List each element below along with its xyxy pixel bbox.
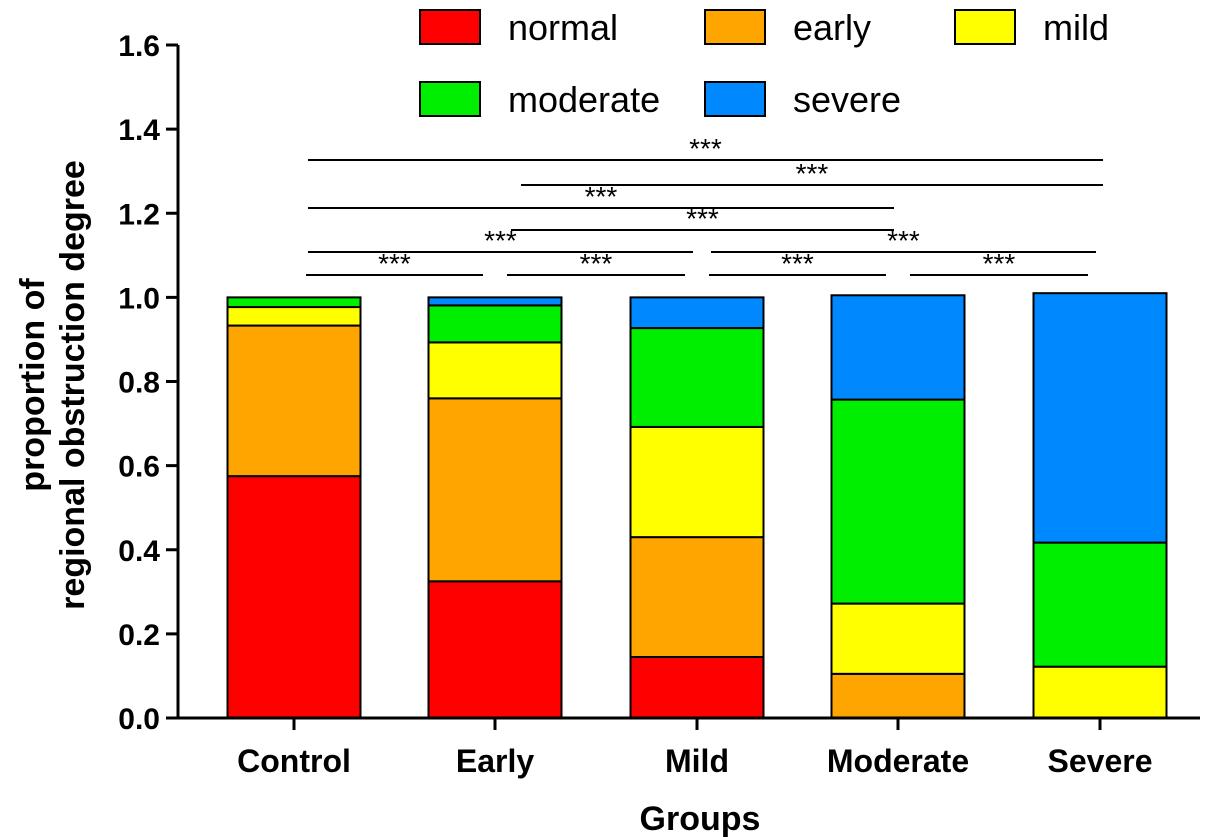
bar-segment-early <box>427 397 563 583</box>
y-axis-title: proportion of regional obstruction degree <box>14 160 92 610</box>
bar-segment-normal <box>226 475 362 719</box>
sig-label: *** <box>585 181 618 212</box>
bar-segment-moderate <box>226 296 362 309</box>
y-tick-label: 1.6 <box>118 30 160 63</box>
legend-label: normal <box>508 7 618 48</box>
bar-segment-severe <box>629 296 765 330</box>
legend-item-mild: mild <box>954 7 1109 48</box>
axes: 0.0 0.2 0.4 0.6 0.8 1.0 1.2 1.4 1.6 Control Early M… <box>118 30 1200 779</box>
bar-segment-mild <box>427 341 563 400</box>
y-tick-label: 1.2 <box>118 198 160 231</box>
sig-bracket: *** <box>507 248 685 279</box>
y-tick-label: 0.4 <box>118 535 160 568</box>
sig-bracket: *** <box>709 248 886 279</box>
bar-segment-normal <box>629 656 765 720</box>
significance-brackets: *** *** *** ****** *************** <box>306 133 1103 279</box>
bar-stack-early <box>427 296 563 719</box>
legend-swatch <box>419 9 481 45</box>
sig-label: *** <box>796 158 829 189</box>
legend-swatch <box>419 81 481 117</box>
x-axis-title: Groups <box>640 800 761 837</box>
bar-segment-early <box>629 536 765 659</box>
bars <box>226 292 1168 720</box>
bar-segment-mild <box>226 306 362 327</box>
y-tick-label: 1.4 <box>118 114 160 147</box>
y-tick-label: 0.0 <box>118 703 160 736</box>
bar-segment-moderate <box>629 327 765 428</box>
bar-segment-severe <box>1032 292 1168 544</box>
bar-segment-normal <box>427 580 563 719</box>
sig-bracket: *** <box>521 158 1103 189</box>
legend-item-early: early <box>704 7 871 48</box>
legend-item-moderate: moderate <box>419 79 660 120</box>
sig-label: *** <box>781 248 814 279</box>
x-tick-label: Moderate <box>827 743 969 779</box>
y-axis-title-line: regional obstruction degree <box>54 160 92 610</box>
legend-swatch <box>704 9 766 45</box>
y-tick-label: 1.0 <box>118 282 160 315</box>
bar-segment-moderate <box>1032 541 1168 668</box>
legend-swatch <box>704 81 766 117</box>
legend: normal early mild moderate severe <box>419 7 1109 120</box>
legend-item-severe: severe <box>704 79 901 120</box>
bar-segment-mild <box>830 602 966 675</box>
bar-segment-severe <box>427 296 563 307</box>
bar-stack-severe <box>1032 292 1168 720</box>
bar-stack-control <box>226 296 362 719</box>
sig-bracket: *** <box>308 181 894 212</box>
legend-swatch <box>954 9 1016 45</box>
bar-stack-moderate <box>830 294 966 719</box>
legend-item-normal: normal <box>419 7 618 48</box>
bar-segment-severe <box>830 294 966 401</box>
bar-segment-early <box>830 672 966 719</box>
y-tick-label: 0.6 <box>118 451 160 484</box>
y-tick-label: 0.8 <box>118 367 160 400</box>
sig-label: *** <box>689 133 722 164</box>
legend-label: severe <box>793 79 901 120</box>
sig-bracket: *** <box>910 248 1088 279</box>
y-tick-label: 0.2 <box>118 619 160 652</box>
x-tick-label: Severe <box>1048 743 1153 779</box>
x-tick-label: Early <box>456 743 534 779</box>
bar-segment-mild <box>1032 665 1168 720</box>
bar-segment-early <box>226 324 362 478</box>
bar-stack-mild <box>629 296 765 720</box>
bar-segment-moderate <box>830 398 966 605</box>
y-axis-title-line: proportion of <box>14 278 52 492</box>
sig-label: *** <box>580 248 613 279</box>
sig-label: *** <box>983 248 1016 279</box>
legend-label: moderate <box>508 79 660 120</box>
x-tick-label: Control <box>237 743 351 779</box>
bar-segment-mild <box>629 425 765 539</box>
sig-label: *** <box>378 248 411 279</box>
x-tick-label: Mild <box>665 743 729 779</box>
legend-label: mild <box>1043 7 1109 48</box>
bar-segment-moderate <box>427 304 563 344</box>
sig-bracket: *** <box>306 248 483 279</box>
legend-label: early <box>793 7 871 48</box>
sig-bracket: *** <box>308 133 1103 164</box>
